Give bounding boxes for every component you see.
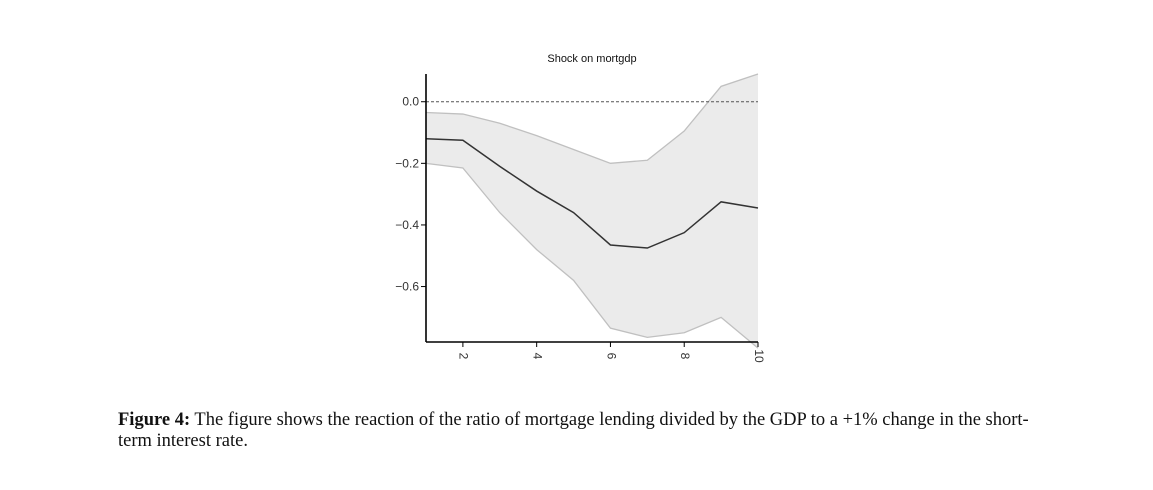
x-tick-label: 4: [530, 353, 544, 360]
figure-caption: Figure 4: The figure shows the reaction …: [118, 410, 1038, 452]
x-tick-label: 8: [678, 353, 692, 360]
x-tick-label: 2: [457, 353, 471, 360]
chart-title: Shock on mortgdp: [547, 53, 636, 65]
band-lower-edge: [425, 162, 759, 349]
band-upper-edge: [425, 73, 759, 164]
y-tick-label: −0.6: [395, 280, 419, 294]
y-tick-label: −0.4: [395, 218, 419, 232]
caption-label: Figure 4:: [118, 410, 191, 430]
impulse-response-chart: Shock on mortgdp 0.0 −0.2 −0.4 −0.6 2 4 6 8 10: [395, 53, 766, 363]
response-line: [425, 137, 759, 249]
x-tick-label: 10: [752, 349, 766, 363]
y-tick-label: −0.2: [395, 156, 419, 170]
caption-text: The figure shows the reaction of the rat…: [118, 410, 1029, 451]
x-tick-label: 6: [604, 353, 618, 360]
confidence-band: [426, 74, 758, 349]
y-tick-label: 0.0: [402, 95, 419, 109]
